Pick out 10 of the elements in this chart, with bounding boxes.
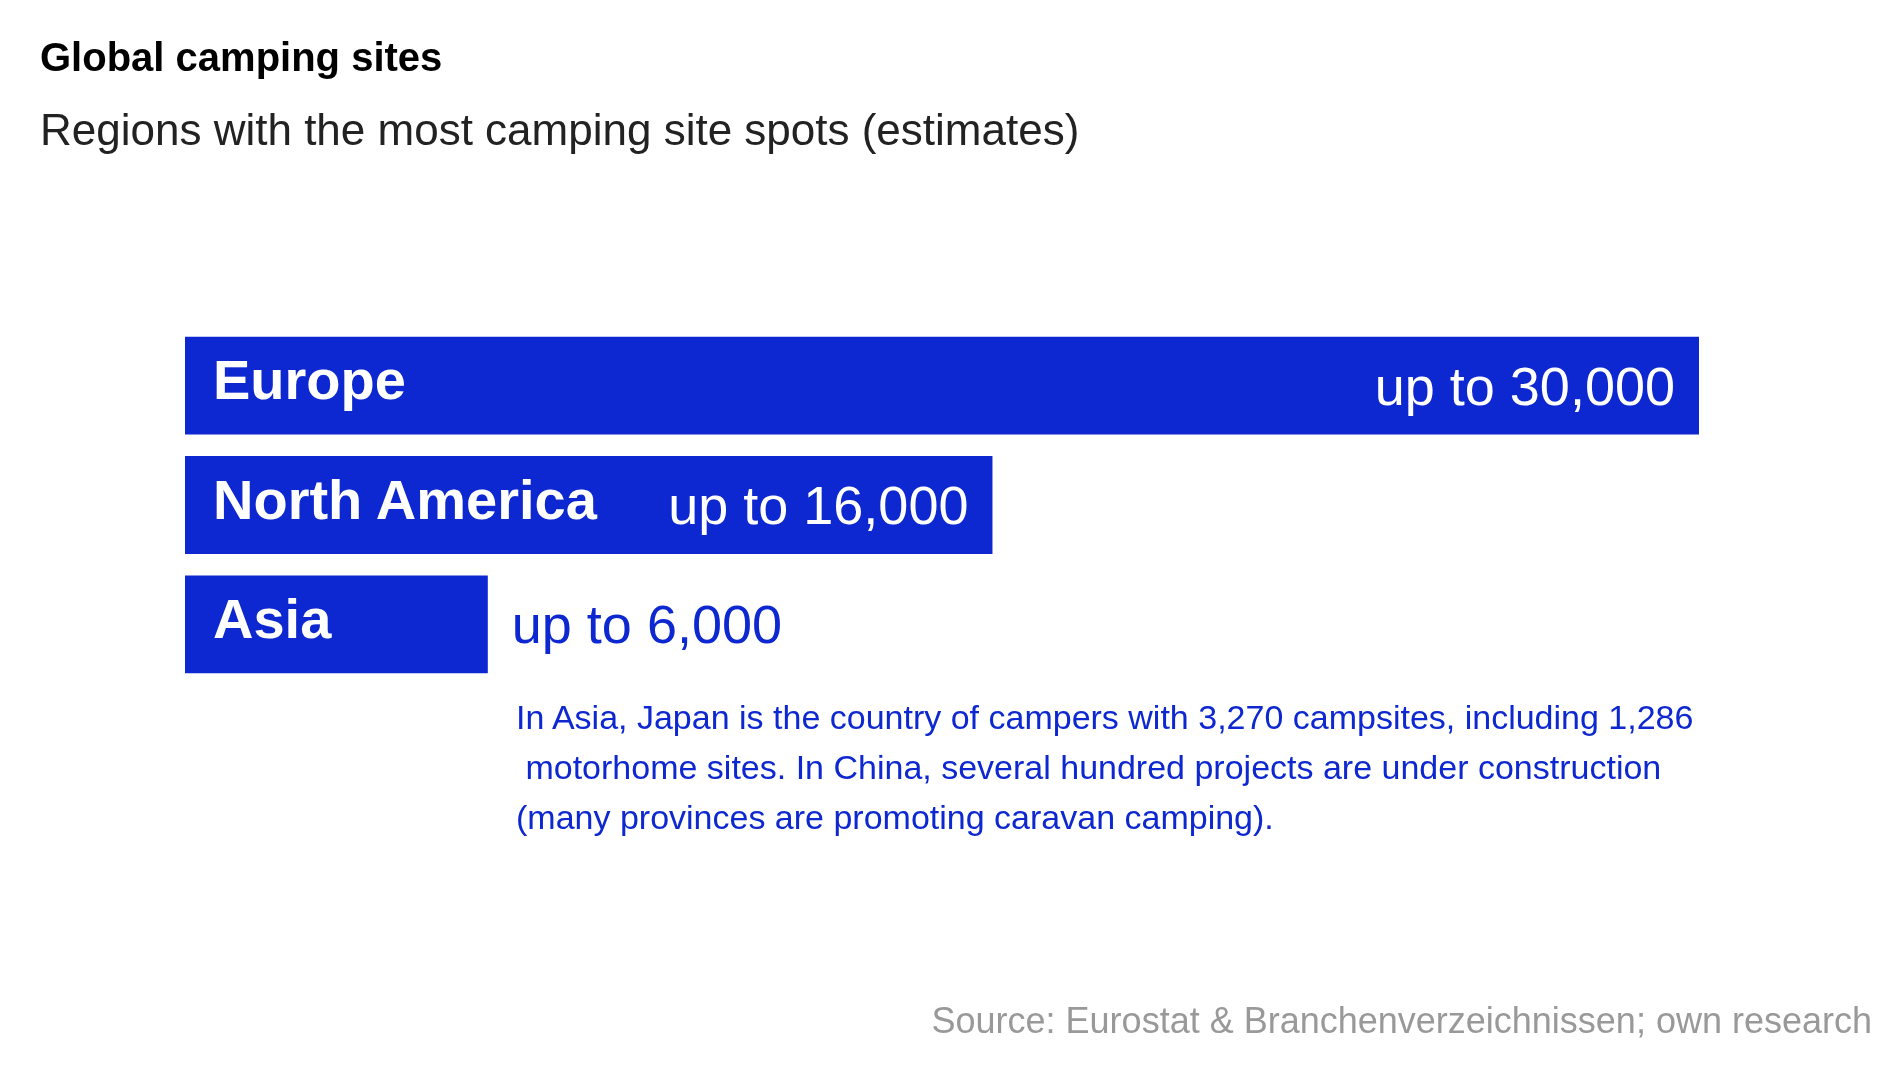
text: In Asia, Japan is the country of campers with 3,270 campsites, including 1,286 motorhome sites. In China, several hundred projects are under construction (many provinces are promoting caravan camping). [516,698,1694,837]
source-note: Source: Eurostat & Branchenverzeichnissen; own research [931,999,1872,1041]
y-tick-label: Asia [213,586,333,650]
y-tick-label: Europe [213,348,406,412]
chart-subtitle: Regions with the most camping site spots (estimates) [40,104,1080,154]
y-tick-label: North America [213,467,598,531]
data-label: up to 30,000 [1374,355,1675,416]
data-label: up to 16,000 [668,475,969,535]
chart-title: Global camping sites [40,35,443,79]
data-label: up to 6,000 [511,594,783,655]
